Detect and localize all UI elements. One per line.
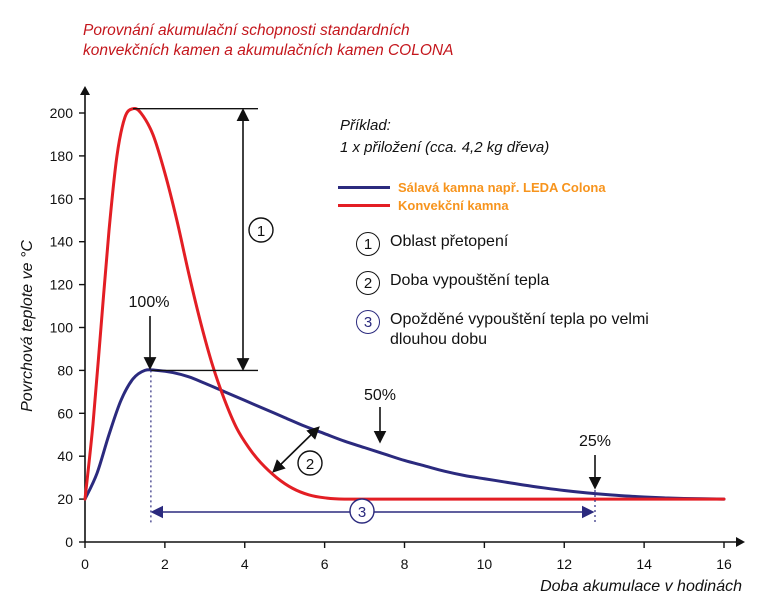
x-tick-label: 14 bbox=[636, 556, 652, 572]
line-series-colona bbox=[83, 368, 726, 501]
marker-3-label: 3 bbox=[358, 504, 366, 521]
y-tick-label: 180 bbox=[50, 148, 74, 164]
legend-swatch-colona bbox=[338, 186, 390, 189]
legend-label-convection: Konvekční kamna bbox=[398, 198, 509, 213]
chart-title-line-1: Porovnání akumulační schopnosti standard… bbox=[83, 22, 410, 39]
note-number-badge: 2 bbox=[356, 271, 380, 295]
note-overheating: 1 Oblast přetopení bbox=[356, 232, 508, 256]
note-heat-release: 2 Doba vypouštění tepla bbox=[356, 271, 549, 295]
x-tick-label: 10 bbox=[477, 556, 493, 572]
y-tick-label: 0 bbox=[65, 534, 73, 550]
chart-axes bbox=[80, 86, 745, 547]
x-tick-label: 12 bbox=[556, 556, 572, 572]
pct-100-label: 100% bbox=[129, 294, 170, 311]
note-text: Doba vypouštění tepla bbox=[390, 272, 550, 289]
x-axis-label: Doba akumulace v hodinách bbox=[540, 578, 742, 595]
note-number-badge: 3 bbox=[356, 310, 380, 334]
legend-swatch-convection bbox=[338, 204, 390, 207]
chart-title-line-2: konvekčních kamen a akumulačních kamen C… bbox=[83, 42, 454, 59]
pct-25-label: 25% bbox=[579, 433, 611, 450]
heat-release-arrow bbox=[272, 426, 320, 473]
y-axis-label: Povrchová teplote ve °C bbox=[19, 240, 36, 412]
y-tick-label: 160 bbox=[50, 191, 74, 207]
chart-lines bbox=[83, 106, 726, 501]
x-tick-label: 4 bbox=[241, 556, 249, 572]
pct-50-label: 50% bbox=[364, 387, 396, 404]
chart-annotations: 1 100% 50% 25% 2 3 bbox=[129, 108, 611, 524]
marker-3-circle bbox=[349, 498, 375, 524]
note-delayed-release: 3 Opožděné vypouštění tepla po velmi dlo… bbox=[356, 310, 710, 350]
y-tick-label: 120 bbox=[50, 277, 74, 293]
example-description: 1 x přiložení (cca. 4,2 kg dřeva) bbox=[340, 139, 550, 156]
x-tick-label: 16 bbox=[716, 556, 732, 572]
y-tick-label: 60 bbox=[57, 405, 73, 421]
y-tick-label: 40 bbox=[57, 448, 73, 464]
note-text: Opožděné vypouštění tepla po velmi dlouh… bbox=[390, 311, 649, 348]
x-axis-arrowhead bbox=[736, 537, 745, 547]
marker-1-label: 1 bbox=[257, 223, 265, 240]
note-number-badge: 1 bbox=[356, 232, 380, 256]
legend-item-colona: Sálavá kamna např. LEDA Colona bbox=[338, 180, 606, 195]
y-tick-label: 200 bbox=[50, 105, 74, 121]
note-text: Oblast přetopení bbox=[390, 233, 509, 250]
x-tick-label: 0 bbox=[81, 556, 89, 572]
legend-label-colona: Sálavá kamna např. LEDA Colona bbox=[398, 180, 606, 195]
y-tick-label: 80 bbox=[57, 362, 73, 378]
y-tick-label: 100 bbox=[50, 320, 74, 336]
legend-item-convection: Konvekční kamna bbox=[338, 198, 509, 213]
line-series-convection bbox=[83, 106, 726, 501]
marker-1-circle bbox=[248, 217, 274, 243]
y-tick-label: 140 bbox=[50, 234, 74, 250]
x-tick-label: 8 bbox=[401, 556, 409, 572]
example-heading: Příklad: bbox=[340, 117, 391, 134]
x-tick-label: 6 bbox=[321, 556, 329, 572]
x-tick-label: 2 bbox=[161, 556, 169, 572]
marker-2-label: 2 bbox=[306, 456, 314, 473]
marker-2-circle bbox=[297, 450, 323, 476]
y-axis-arrowhead bbox=[80, 86, 90, 95]
y-tick-label: 20 bbox=[57, 491, 73, 507]
